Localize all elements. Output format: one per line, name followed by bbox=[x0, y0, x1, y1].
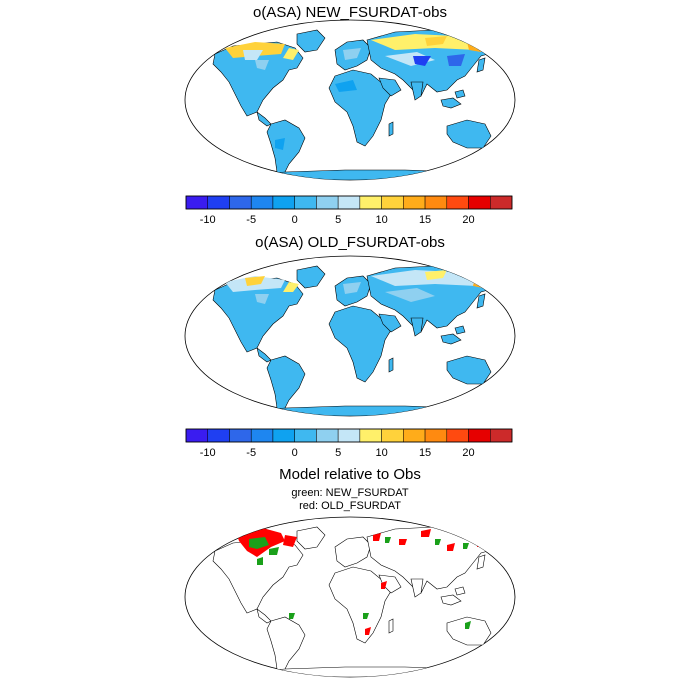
colorbar-swatch bbox=[316, 428, 339, 443]
panel2-title: o(ASA) OLD_FSURDAT-obs bbox=[255, 234, 445, 251]
colorbar-tick-label: 15 bbox=[419, 214, 431, 226]
colorbar-tick-label: -5 bbox=[246, 214, 256, 226]
colorbar-swatch bbox=[316, 195, 339, 210]
colorbar-tick-label: 5 bbox=[335, 214, 341, 226]
colorbar-swatch bbox=[250, 428, 274, 443]
map-panel-2 bbox=[184, 255, 516, 417]
panel3-title: Model relative to Obs bbox=[279, 466, 421, 483]
colorbar-swatch bbox=[207, 195, 230, 210]
colorbar-1: -10 -5 0 5 10 15 20 bbox=[185, 195, 513, 226]
colorbar-swatch bbox=[359, 428, 382, 443]
colorbar-tick-label: 10 bbox=[375, 214, 387, 226]
colorbar-swatch bbox=[468, 195, 491, 210]
colorbar-tick-label: -10 bbox=[200, 447, 216, 459]
colorbar-2-labels: -10 -5 0 5 10 15 20 bbox=[200, 447, 475, 459]
colorbar-swatch bbox=[185, 428, 208, 443]
colorbar-1-swatches bbox=[185, 195, 513, 210]
colorbar-swatch bbox=[381, 195, 404, 210]
colorbar-swatch bbox=[294, 428, 317, 443]
colorbar-tick-label: 0 bbox=[292, 447, 298, 459]
colorbar-tick-label: 20 bbox=[462, 214, 474, 226]
colorbar-swatch bbox=[250, 195, 274, 210]
colorbar-swatch bbox=[446, 428, 469, 443]
colorbar-tick-label: -5 bbox=[246, 447, 256, 459]
colorbar-swatch bbox=[185, 195, 208, 210]
colorbar-tick-label: 10 bbox=[375, 447, 387, 459]
colorbar-swatch bbox=[359, 195, 382, 210]
colorbar-swatch bbox=[337, 428, 361, 443]
colorbar-swatch bbox=[424, 195, 448, 210]
colorbar-swatch bbox=[424, 428, 448, 443]
colorbar-swatch bbox=[272, 428, 295, 443]
colorbar-swatch bbox=[490, 195, 513, 210]
map-panel-1 bbox=[184, 19, 516, 181]
colorbar-swatch bbox=[294, 195, 317, 210]
colorbar-tick-label: 0 bbox=[292, 214, 298, 226]
colorbar-tick-label: 15 bbox=[419, 447, 431, 459]
panel1-title: o(ASA) NEW_FSURDAT-obs bbox=[253, 4, 447, 21]
colorbar-swatch bbox=[381, 428, 404, 443]
colorbar-tick-label: -10 bbox=[200, 214, 216, 226]
colorbar-swatch bbox=[468, 428, 491, 443]
colorbar-swatch bbox=[229, 428, 252, 443]
colorbar-swatch bbox=[490, 428, 513, 443]
colorbar-swatch bbox=[403, 195, 426, 210]
colorbar-swatch bbox=[403, 428, 426, 443]
colorbar-swatch bbox=[272, 195, 295, 210]
colorbar-swatch bbox=[337, 195, 361, 210]
panel3-legend-old: red: OLD_FSURDAT bbox=[299, 500, 401, 512]
colorbar-swatch bbox=[207, 428, 230, 443]
colorbar-2: -10 -5 0 5 10 15 20 bbox=[185, 428, 513, 459]
panel3-legend-new: green: NEW_FSURDAT bbox=[291, 487, 409, 499]
colorbar-swatch bbox=[446, 195, 469, 210]
colorbar-1-labels: -10 -5 0 5 10 15 20 bbox=[200, 214, 475, 226]
colorbar-swatch bbox=[229, 195, 252, 210]
map-panel-3 bbox=[184, 516, 516, 678]
colorbar-tick-label: 20 bbox=[462, 447, 474, 459]
colorbar-2-swatches bbox=[185, 428, 513, 443]
colorbar-tick-label: 5 bbox=[335, 447, 341, 459]
